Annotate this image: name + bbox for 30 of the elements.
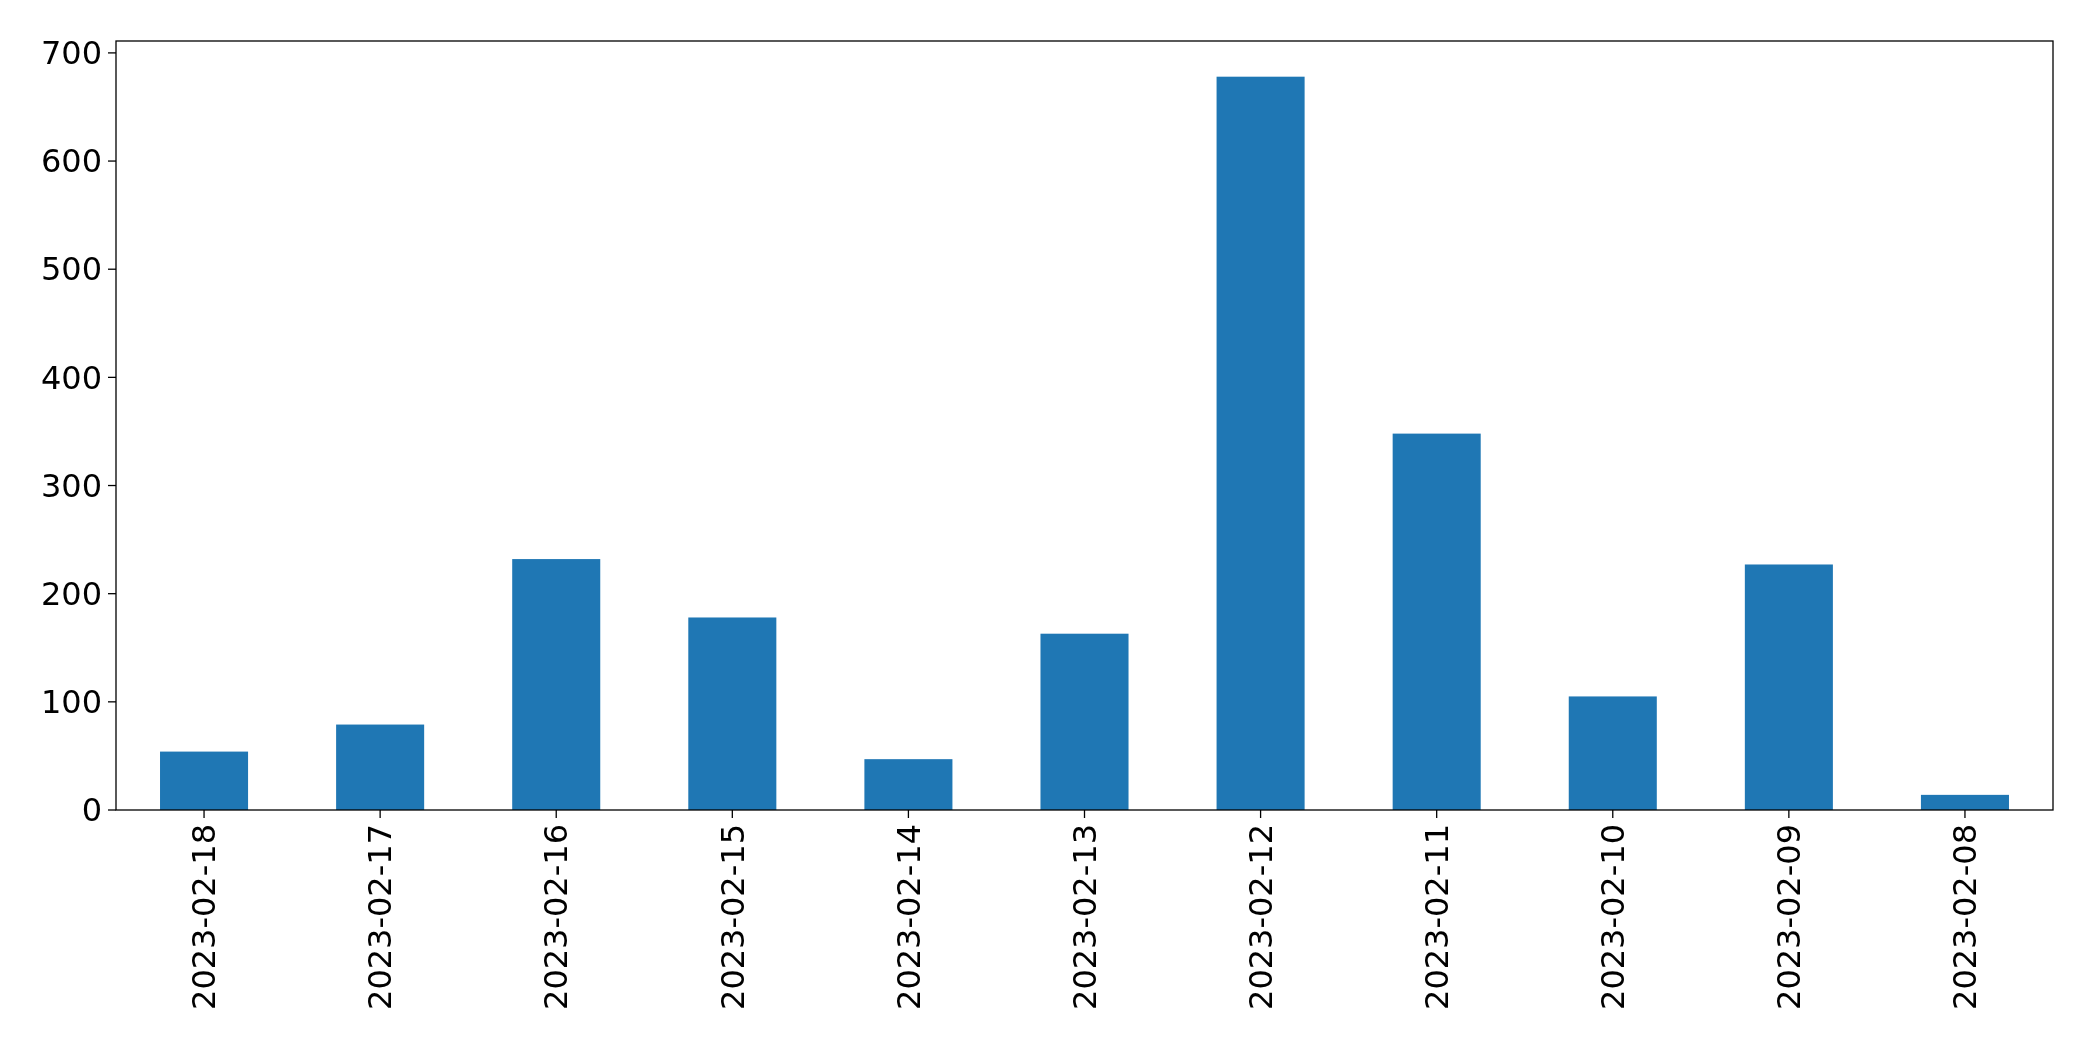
x-tick-label: 2023-02-11 <box>1417 824 1456 1010</box>
y-tick-label: 600 <box>40 142 102 181</box>
y-tick-label: 300 <box>40 466 102 505</box>
y-tick-label: 200 <box>40 574 102 613</box>
x-tick-label: 2023-02-18 <box>185 824 224 1010</box>
x-tick-label: 2023-02-12 <box>1241 824 1280 1010</box>
bar <box>1744 564 1833 810</box>
x-tick-label: 2023-02-10 <box>1593 824 1632 1010</box>
bar <box>1568 696 1657 810</box>
y-tick-label: 0 <box>81 791 102 830</box>
x-tick-label: 2023-02-14 <box>889 824 928 1010</box>
y-tick-label: 700 <box>40 34 102 73</box>
x-tick-label: 2023-02-13 <box>1065 824 1104 1010</box>
y-tick-label: 500 <box>40 250 102 289</box>
bar <box>336 724 425 810</box>
x-tick-label: 2023-02-17 <box>361 824 400 1010</box>
bar <box>1216 76 1305 810</box>
x-tick-label: 2023-02-08 <box>1946 824 1985 1010</box>
bar <box>160 751 249 810</box>
bar <box>864 759 953 810</box>
y-tick-label: 400 <box>40 358 102 397</box>
bar <box>1392 433 1481 810</box>
bar <box>1040 633 1129 810</box>
x-tick-label: 2023-02-16 <box>537 824 576 1010</box>
x-tick-label: 2023-02-09 <box>1770 824 1809 1010</box>
x-tick-label: 2023-02-15 <box>713 824 752 1010</box>
bar <box>1920 794 2009 810</box>
bar <box>688 617 777 810</box>
y-tick-label: 100 <box>40 683 102 722</box>
bar <box>512 559 601 810</box>
